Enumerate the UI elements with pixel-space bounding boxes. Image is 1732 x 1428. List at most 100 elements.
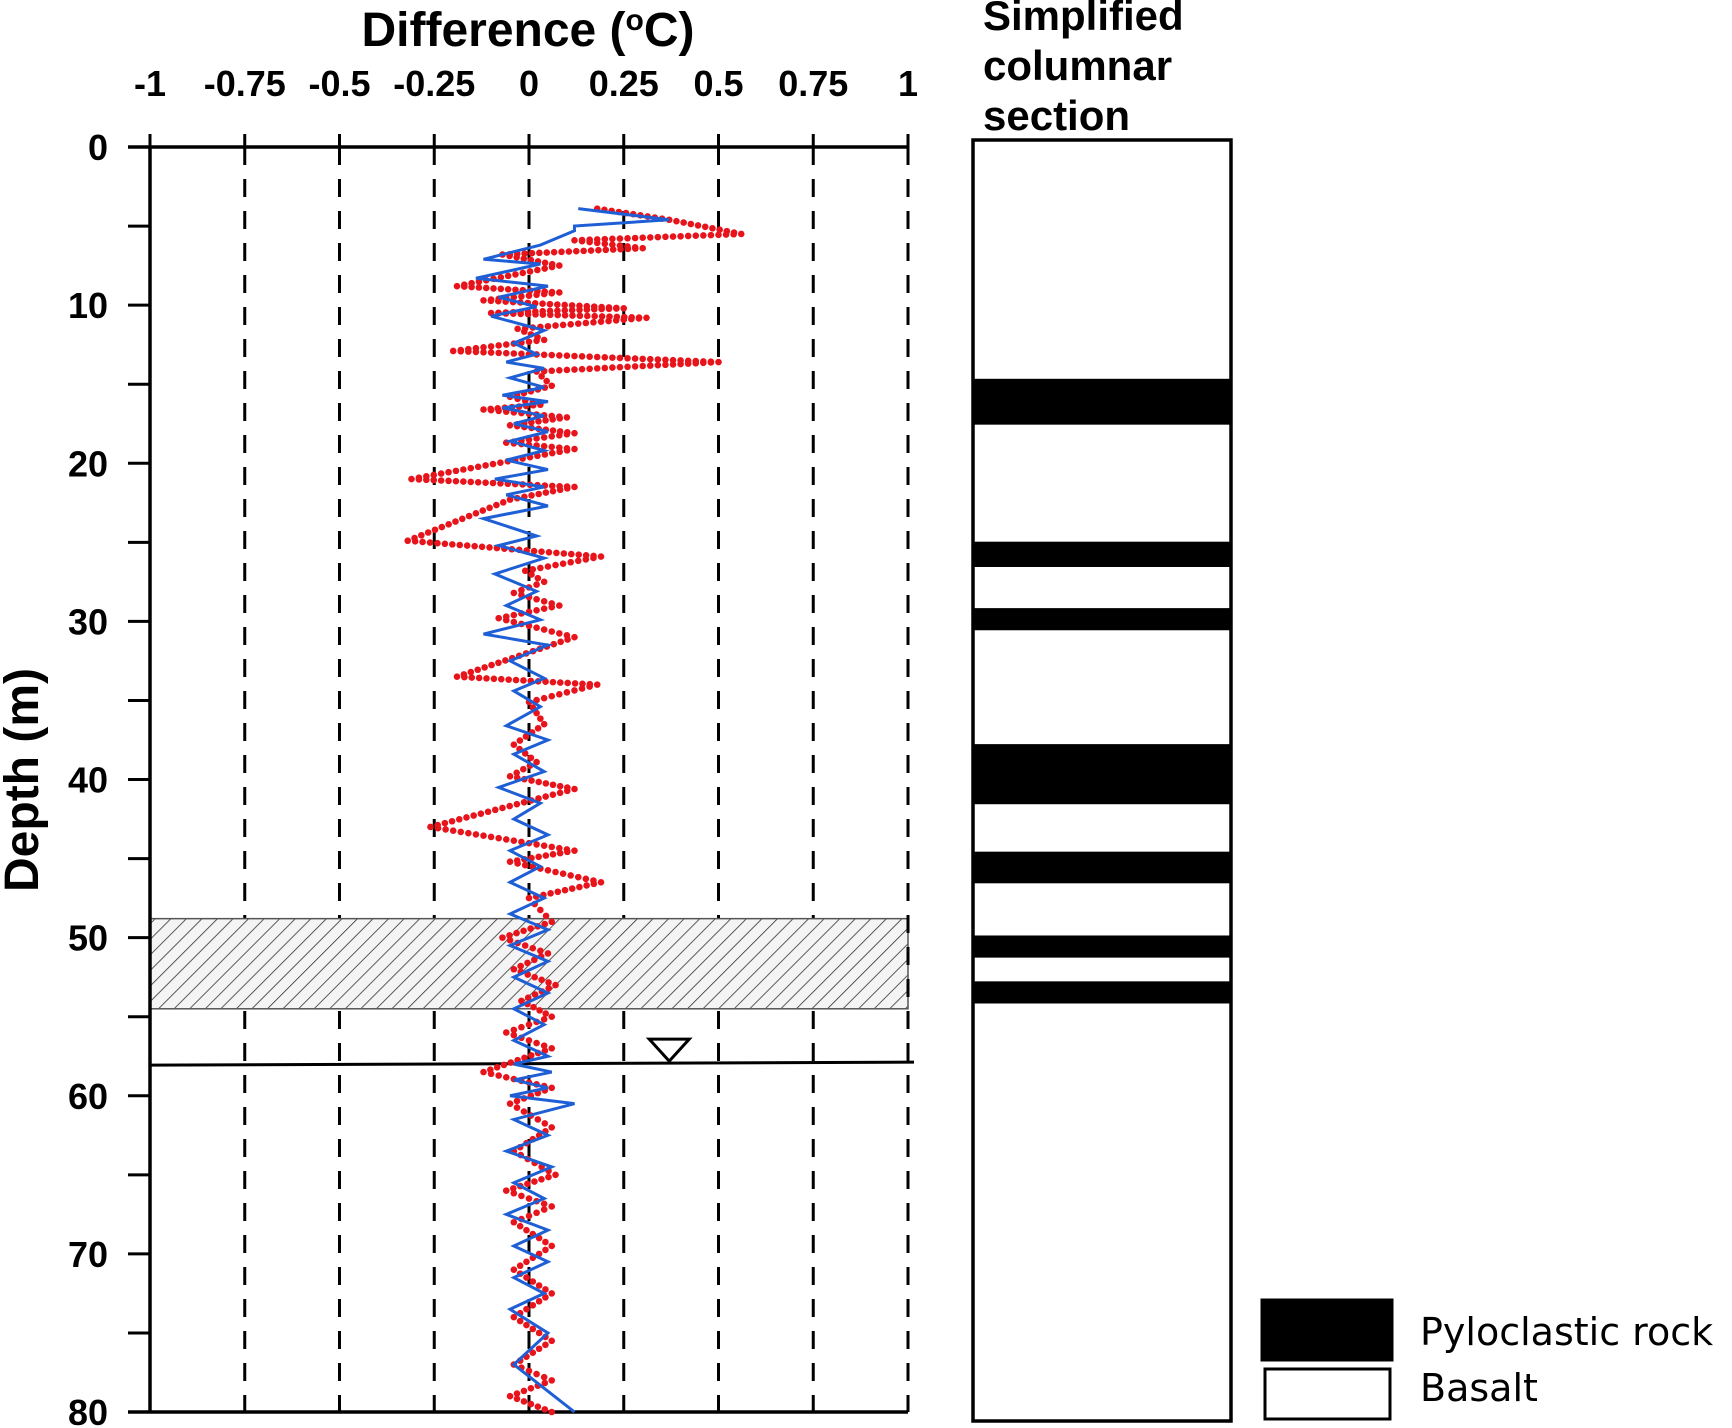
red-series-point xyxy=(571,687,578,694)
red-series-point xyxy=(571,236,578,244)
y-tick-label: 40 xyxy=(68,760,108,801)
red-series-point xyxy=(521,861,529,869)
red-series-point xyxy=(548,1045,556,1052)
red-series-point xyxy=(563,352,571,360)
red-series-point xyxy=(513,800,521,808)
red-series-point xyxy=(583,312,591,320)
red-series-point xyxy=(510,618,518,626)
red-series-point xyxy=(583,306,591,313)
red-series-point xyxy=(514,860,521,867)
red-series-point xyxy=(556,486,564,494)
red-series-point xyxy=(494,297,502,305)
red-series-point xyxy=(506,773,514,780)
red-series-point xyxy=(506,1392,514,1400)
red-series-point xyxy=(441,540,449,548)
red-series-point xyxy=(576,312,584,320)
red-series-point xyxy=(612,317,620,324)
red-series-point xyxy=(434,824,442,832)
red-series-point xyxy=(540,1200,548,1208)
red-series-point xyxy=(540,842,548,849)
y-tick-label: 30 xyxy=(68,601,108,642)
red-series-point xyxy=(516,737,524,744)
red-series-point xyxy=(563,689,571,696)
red-series-point xyxy=(531,991,539,998)
red-series-point xyxy=(467,464,475,472)
red-series-point xyxy=(520,1387,528,1395)
red-series-point xyxy=(524,994,532,1002)
red-series-point xyxy=(506,1100,514,1107)
red-series-point xyxy=(510,350,518,357)
red-series-point xyxy=(538,1176,545,1183)
red-series-point xyxy=(601,364,609,372)
red-series-point xyxy=(449,541,456,548)
red-series-point xyxy=(525,1195,533,1202)
red-series-point xyxy=(513,253,520,261)
red-series-point xyxy=(609,354,616,361)
red-series-point xyxy=(474,463,482,471)
red-series-point xyxy=(424,529,432,536)
red-series-point xyxy=(452,518,459,525)
red-series-point xyxy=(556,415,564,422)
red-series-point xyxy=(540,694,548,702)
red-series-point xyxy=(513,1097,521,1105)
red-series-point xyxy=(576,883,583,891)
red-series-point xyxy=(449,347,457,355)
red-series-point xyxy=(545,979,552,986)
red-series-point xyxy=(475,284,483,291)
legend-label-basalt: Basalt xyxy=(1420,1366,1538,1410)
red-series-point xyxy=(548,1242,556,1250)
red-series-point xyxy=(482,479,489,486)
red-series-point xyxy=(559,560,567,567)
red-series-point xyxy=(418,531,425,539)
red-series-point xyxy=(554,311,561,319)
red-series-point xyxy=(516,1317,524,1325)
red-series-point xyxy=(582,319,590,327)
y-tick-label: 50 xyxy=(68,918,108,959)
red-series-point xyxy=(537,715,544,722)
red-series-point xyxy=(497,459,504,466)
red-series-point xyxy=(437,470,445,477)
red-series-point xyxy=(536,249,543,257)
red-series-point xyxy=(616,235,624,242)
red-series-point xyxy=(552,981,559,989)
red-series-point xyxy=(539,311,547,318)
red-series-point xyxy=(540,578,548,586)
red-series-point xyxy=(552,868,559,876)
red-series-point xyxy=(524,1180,531,1188)
column-title-line-2: columnar xyxy=(983,42,1172,89)
red-series-point xyxy=(565,248,573,255)
red-series-point xyxy=(540,598,548,605)
red-series-point xyxy=(528,777,535,784)
red-series-point xyxy=(509,1185,517,1192)
red-series-point xyxy=(522,733,530,740)
red-series-point xyxy=(624,234,631,242)
red-series-point xyxy=(540,1373,548,1381)
red-series-point xyxy=(534,1403,542,1411)
red-series-point xyxy=(639,355,646,363)
red-series-point xyxy=(535,418,542,425)
red-series-point xyxy=(499,804,506,812)
red-series-point xyxy=(493,501,500,509)
red-series-point xyxy=(694,222,702,229)
red-series-point xyxy=(520,677,527,684)
red-series-point xyxy=(533,696,540,704)
red-series-point xyxy=(631,363,639,370)
red-series-point xyxy=(537,947,544,955)
red-series-point xyxy=(533,841,540,848)
red-series-point xyxy=(662,233,669,241)
red-series-point xyxy=(549,791,557,798)
red-series-point xyxy=(605,305,613,313)
red-series-point xyxy=(445,477,452,485)
red-series-point xyxy=(478,543,486,551)
red-series-point xyxy=(517,310,524,318)
red-series-point xyxy=(504,272,512,280)
red-series-point xyxy=(513,769,520,777)
red-series-point xyxy=(474,666,482,674)
red-series-point xyxy=(457,347,465,355)
red-series-point xyxy=(554,888,562,896)
red-series-point xyxy=(620,316,628,324)
y-tick-label: 10 xyxy=(68,285,108,326)
red-series-point xyxy=(453,673,461,681)
red-series-point xyxy=(571,445,578,453)
red-series-point xyxy=(559,870,567,878)
